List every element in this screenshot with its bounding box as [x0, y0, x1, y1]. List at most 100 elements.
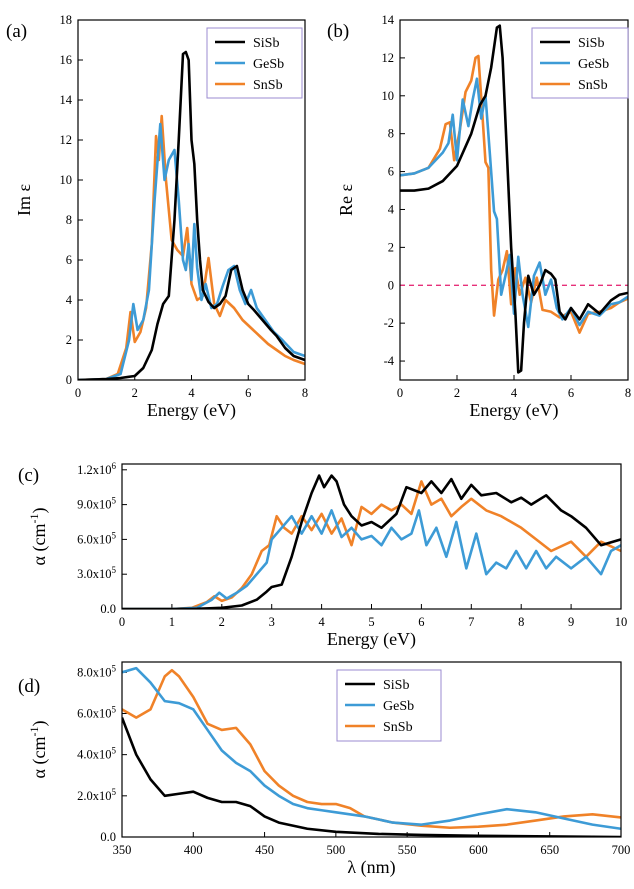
x-tick-label: 650 [540, 843, 559, 857]
x-tick-label: 9 [568, 615, 574, 629]
series-line-gesb [122, 666, 621, 831]
x-tick-label: 600 [469, 843, 488, 857]
y-tick-label: -2 [384, 316, 394, 330]
y-tick-label: 6 [66, 253, 72, 267]
panel-label: (b) [327, 21, 349, 42]
legend-label-gesb: GeSb [253, 57, 284, 72]
legend-box [531, 27, 629, 99]
y-tick-label: 10 [60, 173, 73, 187]
series-line-sisb [400, 24, 628, 374]
y-tick-label: 0.0 [100, 602, 116, 616]
x-tick-label: 4 [511, 386, 518, 400]
x-tick-label: 7 [468, 615, 474, 629]
y-tick-label: 18 [60, 13, 73, 27]
x-axis-label: λ (nm) [347, 857, 395, 878]
plot-frame [121, 661, 622, 838]
y-tick-label: 0 [388, 278, 394, 292]
y-tick-label: 14 [60, 93, 73, 107]
legend: SiSb GeSb SnSb [206, 27, 303, 99]
y-tick-label: 4.0x105 [77, 746, 116, 762]
y-tick-label: 2.0x105 [77, 787, 116, 803]
panel-label: (a) [6, 21, 27, 42]
y-tick-label: 3.0x105 [77, 565, 116, 581]
x-tick-label: 6 [568, 386, 574, 400]
panel-b: 0 2 4 6 8 -4 -2 0 2 4 6 8 10 12 14 Energy (eV) Re ε (b) Si… [327, 13, 631, 421]
y-tick-label: 6.0x105 [77, 704, 116, 720]
series-line-snsb [122, 480, 621, 609]
x-tick-label: 8 [302, 386, 308, 400]
x-tick-label: 4 [318, 615, 325, 629]
y-axis-label: α (cm-1) [27, 508, 50, 566]
y-axis-label: α (cm-1) [27, 721, 50, 779]
x-axis-label: Energy (eV) [147, 400, 236, 421]
plot-frame [121, 463, 622, 610]
x-tick-label: 350 [113, 843, 132, 857]
x-tick-label: 2 [219, 615, 225, 629]
x-tick-label: 550 [398, 843, 417, 857]
y-tick-label: 2 [66, 333, 72, 347]
x-tick-label: 400 [184, 843, 203, 857]
legend-label-sisb: SiSb [253, 36, 279, 51]
series-line-snsb [78, 114, 305, 380]
panel-label: (d) [18, 676, 40, 697]
y-tick-label: 8.0x105 [77, 663, 116, 679]
x-tick-label: 8 [625, 386, 631, 400]
x-tick-label: 2 [454, 386, 460, 400]
y-axis-label: Im ε [14, 184, 34, 216]
y-axis-label: Re ε [336, 184, 356, 216]
series-line-snsb [122, 668, 621, 830]
y-tick-label: -4 [384, 354, 395, 368]
x-axis-label: Energy (eV) [327, 629, 416, 650]
x-tick-label: 700 [612, 843, 631, 857]
plot-frame [399, 19, 629, 381]
y-tick-label: 0 [66, 373, 72, 387]
legend-label-sisb: SiSb [383, 678, 409, 693]
x-tick-label: 500 [326, 843, 345, 857]
y-tick-label: 8 [388, 127, 394, 141]
legend-label-snsb: SnSb [383, 720, 413, 735]
x-tick-label: 4 [188, 386, 195, 400]
y-tick-label: 8 [66, 213, 72, 227]
y-tick-label: 6.0x105 [77, 530, 116, 546]
x-tick-label: 0 [119, 615, 125, 629]
legend-label-snsb: SnSb [253, 78, 283, 93]
panel-label: (c) [18, 465, 39, 486]
y-tick-label: 0.0 [100, 830, 116, 844]
legend-label-gesb: GeSb [383, 699, 414, 714]
x-axis-label: Energy (eV) [469, 400, 558, 421]
legend: SiSb GeSb SnSb [336, 669, 442, 742]
plot-frame [77, 19, 306, 381]
x-tick-label: 2 [132, 386, 138, 400]
y-tick-label: 14 [382, 13, 395, 27]
series-line-gesb [78, 122, 305, 380]
x-tick-label: 0 [397, 386, 403, 400]
y-tick-label: 9.0x105 [77, 496, 116, 512]
series-line-gesb [122, 509, 621, 609]
y-tick-label: 16 [60, 53, 73, 67]
x-tick-label: 0 [75, 386, 81, 400]
legend-label-gesb: GeSb [578, 57, 609, 72]
y-tick-label: 12 [382, 51, 395, 65]
y-tick-label: 12 [60, 133, 73, 147]
x-tick-label: 5 [368, 615, 374, 629]
y-tick-label: 6 [388, 165, 394, 179]
y-tick-label: 4 [66, 293, 73, 307]
panel-a: 0 2 4 6 8 0 2 4 6 8 10 12 14 16 18 Energy (eV) Im ε (a) Si… [6, 13, 308, 421]
series-line-sisb [122, 717, 621, 837]
series-line-sisb [78, 50, 305, 380]
x-tick-label: 6 [418, 615, 424, 629]
x-tick-label: 450 [255, 843, 274, 857]
legend: SiSb GeSb SnSb [531, 27, 629, 99]
y-tick-label: 1.2x106 [77, 461, 116, 477]
x-tick-label: 10 [615, 615, 628, 629]
y-tick-label: 10 [382, 89, 395, 103]
x-tick-label: 6 [245, 386, 251, 400]
legend-label-sisb: SiSb [578, 36, 604, 51]
x-tick-label: 3 [269, 615, 275, 629]
panel-c: 0 1 2 3 4 5 6 7 8 9 10 0.0 3.0x105 6.0x105 9.0x105 1.2x… [18, 461, 627, 650]
legend-label-snsb: SnSb [578, 78, 608, 93]
series-line-sisb [122, 474, 621, 609]
x-tick-label: 1 [169, 615, 175, 629]
panel-d: 350 400 450 500 550 600 650 700 0.0 2.0x105 4.0x10… [18, 661, 631, 878]
